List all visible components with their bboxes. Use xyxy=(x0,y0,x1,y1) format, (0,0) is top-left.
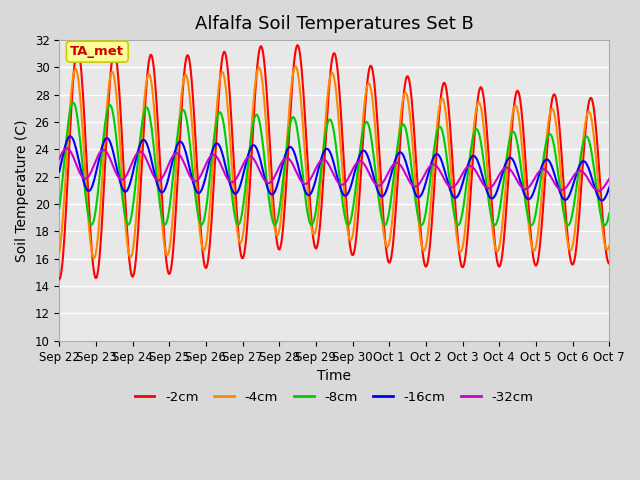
Title: Alfalfa Soil Temperatures Set B: Alfalfa Soil Temperatures Set B xyxy=(195,15,474,33)
Y-axis label: Soil Temperature (C): Soil Temperature (C) xyxy=(15,119,29,262)
Text: TA_met: TA_met xyxy=(70,45,124,58)
Legend: -2cm, -4cm, -8cm, -16cm, -32cm: -2cm, -4cm, -8cm, -16cm, -32cm xyxy=(129,386,539,409)
X-axis label: Time: Time xyxy=(317,369,351,383)
